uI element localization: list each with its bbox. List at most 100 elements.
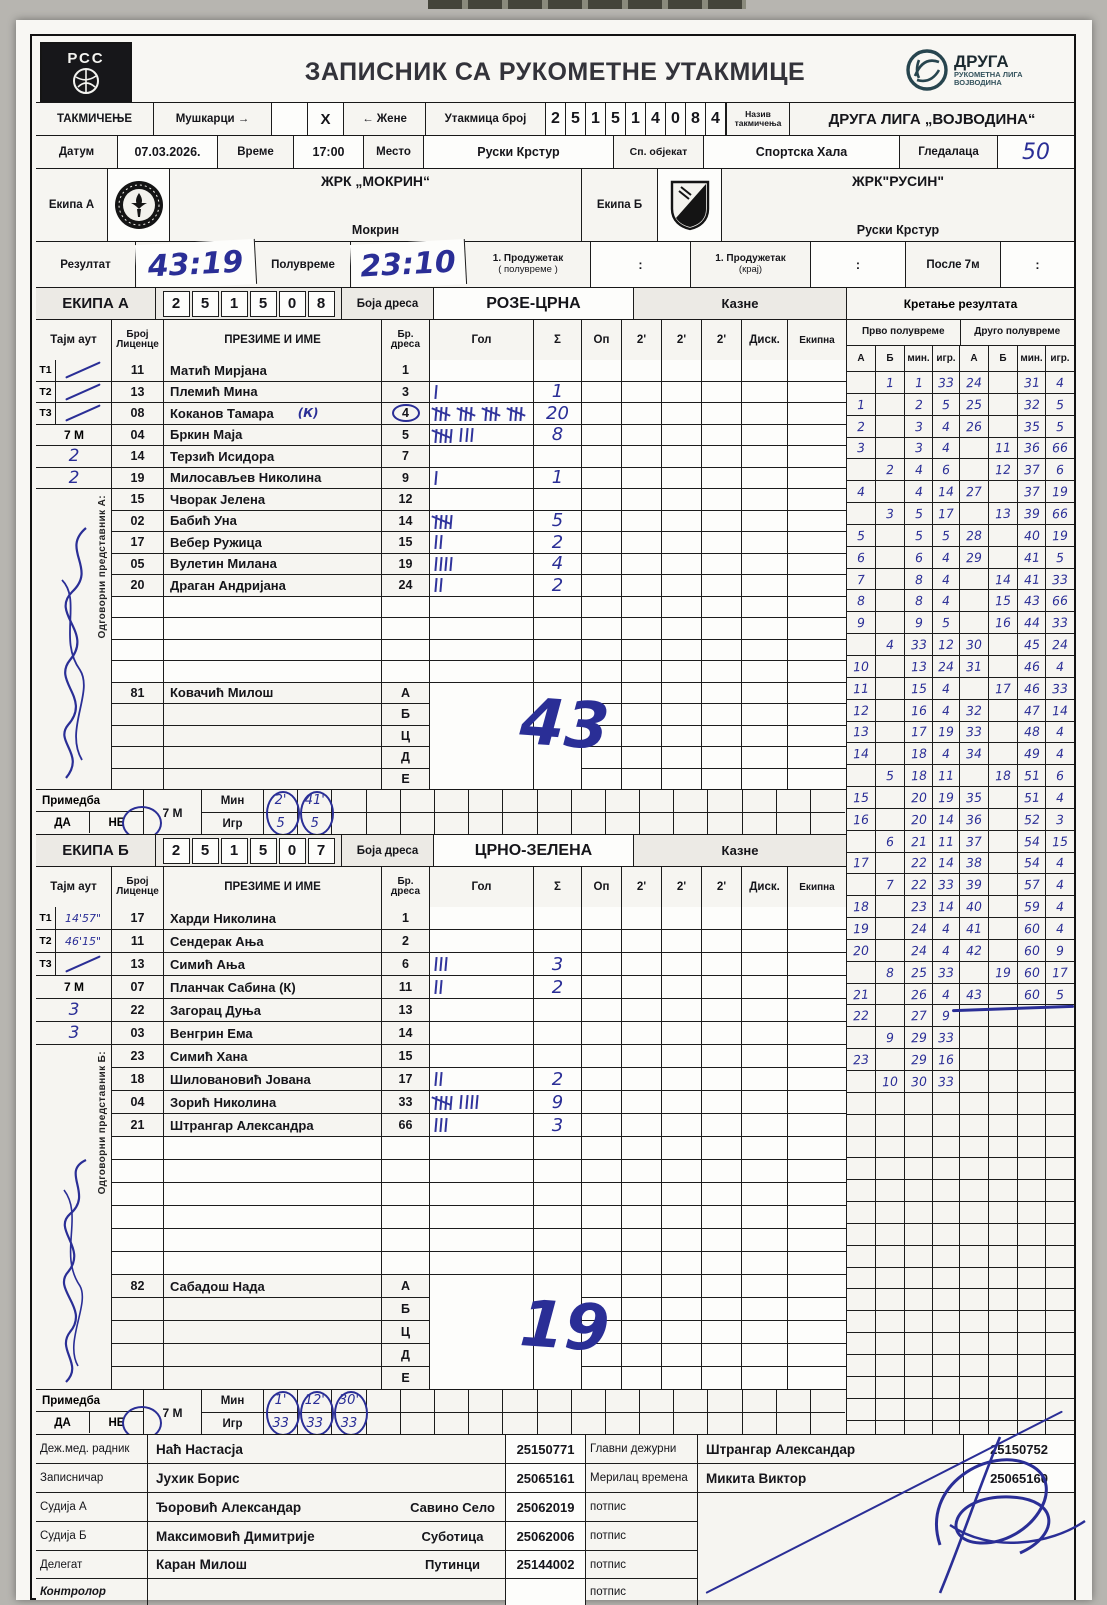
progression-cell	[876, 437, 905, 460]
sum-cell	[534, 360, 582, 382]
progression-cell	[989, 1114, 1018, 1137]
official-place: Савино Село	[400, 1493, 506, 1522]
penalty-cell	[702, 1367, 742, 1390]
progression-value: 9	[856, 615, 866, 631]
remark-grid-cell	[674, 812, 709, 835]
progression-row	[847, 1114, 1074, 1137]
name-header: ПРЕЗИМЕ И ИМЕ	[164, 320, 382, 360]
progression-cell	[989, 546, 1018, 569]
empty-cell	[112, 1137, 164, 1160]
competition-name: ДРУГА ЛИГА „ВОЈВОДИНА“	[828, 110, 1036, 128]
penalty-cell	[622, 930, 662, 953]
progression-value: 33	[937, 964, 955, 981]
progression-value: 35	[965, 789, 983, 806]
timeout-label: Т2	[36, 930, 56, 952]
progression-cell: 4	[1046, 656, 1074, 678]
empty-cell	[622, 1206, 662, 1229]
progression-cell: 5	[905, 503, 933, 525]
penalty-cell	[702, 424, 742, 446]
empty-cell	[164, 1160, 382, 1183]
progression-row	[847, 1202, 1074, 1224]
remark-grid-cell	[674, 1390, 709, 1413]
progression-cell	[876, 1049, 905, 1071]
penalty-cell	[702, 1091, 742, 1114]
arrow-left-icon: ←	[362, 113, 374, 125]
progression-col-header: Б	[989, 346, 1018, 372]
progression-value: 27	[965, 483, 983, 500]
progression-row: 4 33 12 30 45 24	[847, 634, 1074, 656]
team-a-table-header: Тајм аут Број Лиценце ПРЕЗИМЕ И ИМЕ Бр. дреса…	[36, 320, 846, 360]
penalty-cell	[662, 1367, 702, 1390]
progression-cell: 7	[847, 568, 876, 591]
jersey-cell: 66	[382, 1114, 430, 1137]
goal-tally-marks	[430, 535, 533, 550]
progression-cell: 6	[847, 546, 876, 569]
license-cell: 17	[112, 907, 164, 930]
progression-cell: 6	[933, 459, 960, 482]
ot1-end-value: :	[811, 242, 906, 287]
penalty-cell	[582, 725, 622, 747]
progression-value: 66	[1051, 440, 1069, 456]
league-logo-icon	[906, 49, 948, 91]
progression-cell	[1018, 1245, 1046, 1268]
progression-cell: 19	[989, 961, 1018, 984]
progression-value: 4	[941, 942, 951, 959]
jersey-cell: 5	[382, 424, 430, 446]
team-b-city: Руски Крстур	[856, 223, 940, 237]
goal-cell	[430, 575, 534, 597]
disq-cell	[742, 467, 788, 489]
progression-cell: 52	[1018, 808, 1046, 831]
progression-cell: 14	[933, 896, 960, 919]
progression-value: 37	[965, 833, 983, 850]
remark-grid-cell	[571, 1390, 606, 1413]
progression-cell	[876, 1354, 905, 1377]
penalty-cell	[702, 1022, 742, 1045]
merged-goal-cell	[430, 682, 534, 704]
table-row	[112, 661, 846, 683]
empty-cell	[534, 1206, 582, 1229]
penalty-cell	[582, 1344, 622, 1367]
disq-cell	[742, 953, 788, 976]
official-license-number: 25062006	[506, 1522, 586, 1551]
progression-cell: 27	[905, 1005, 933, 1028]
goal-cell	[430, 999, 534, 1022]
seven-m-value-row: 3	[36, 1022, 112, 1045]
progression-row: 19 24 4 41 60 4	[847, 918, 1074, 940]
progression-cell	[989, 1223, 1018, 1246]
progression-cell: 60	[1018, 939, 1046, 962]
remark-grid-cell	[367, 1412, 401, 1435]
progression-cell	[1018, 1420, 1046, 1434]
referee-signature	[935, 1436, 1086, 1594]
progression-cell	[847, 1311, 876, 1334]
team-b-table: Тајм аут Број Лиценце ПРЕЗИМЕ И ИМЕ Бр. дреса…	[36, 866, 846, 1390]
progression-cell: 19	[933, 721, 960, 744]
seven-m-value-row: 3	[36, 999, 112, 1022]
official-right-label: Главни дежурни	[586, 1435, 698, 1464]
remark-yes-no: ДА НЕ	[36, 812, 144, 833]
penalty-cell	[702, 704, 742, 726]
tally-bar	[449, 556, 453, 571]
seven-m-label-row: 7 М	[36, 425, 112, 446]
progress-label: Кретање резултата	[846, 287, 1074, 319]
merged-goal-cell	[430, 1275, 534, 1298]
progression-value: 12	[852, 702, 870, 718]
progression-value: 33	[910, 636, 927, 653]
progression-cell	[960, 1005, 989, 1028]
progression-cell: 11	[933, 765, 960, 788]
empty-cell	[582, 1160, 622, 1183]
rss-logo: РСС	[40, 42, 132, 102]
remark-grid-cell	[400, 790, 435, 813]
progression-value: 11	[937, 833, 955, 850]
disq-cell	[742, 360, 788, 382]
progression-cell: 9	[847, 612, 876, 635]
tally-bar	[459, 427, 463, 442]
official-role-label: Судија Б	[36, 1522, 148, 1551]
empty-cell	[164, 1137, 382, 1160]
empty-cell	[430, 1206, 534, 1229]
officials-row: Делегат Каран Милош Путинци 25144002 потпис	[36, 1551, 1074, 1579]
progression-cell	[960, 1420, 989, 1434]
progression-col-header: игр.	[1046, 346, 1074, 372]
player-name-cell: Планчак Сабина (К)	[164, 976, 382, 999]
progression-cell: 45	[1018, 634, 1046, 656]
remark-grid-cell	[640, 1390, 675, 1413]
